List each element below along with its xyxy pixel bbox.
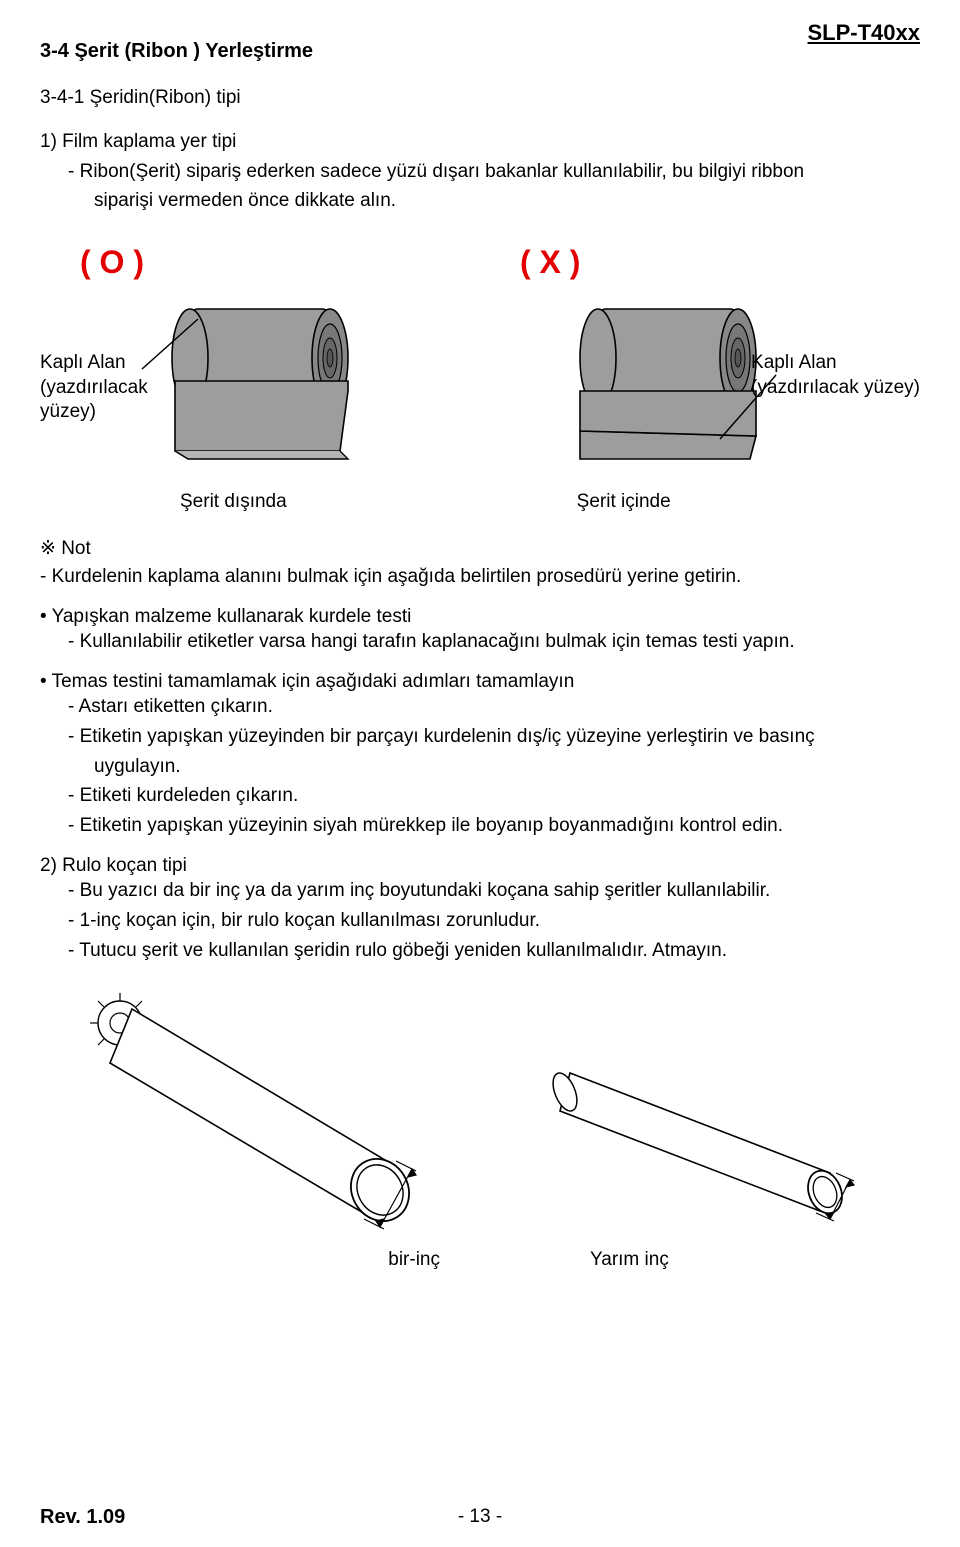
cores-row: bir-inç Yarım inç [80, 993, 920, 1271]
section-subtitle: 3-4-1 Şeridin(Ribon) tipi [40, 87, 920, 109]
note-p2-l2: - Astarı etiketten çıkarın. [40, 694, 920, 720]
core-one-inch-label: bir-inç [388, 1249, 440, 1271]
diagram-o: ( O ) Kaplı Alan (yazdırılacak yüzey) [80, 244, 400, 481]
footer: Rev. 1.09 - 13 - [40, 1506, 920, 1529]
left-coated-l1: Kaplı Alan [40, 352, 126, 373]
right-coated-l1: Kaplı Alan [751, 352, 837, 373]
left-coated-label: Kaplı Alan (yazdırılacak yüzey) [40, 351, 148, 425]
section-title: 3-4 Şerit (Ribon ) Yerleştirme [40, 40, 920, 63]
diagram-x: ( X ) Kaplı A [520, 244, 840, 481]
footer-page: - 13 - [458, 1506, 502, 1528]
core-one-inch-svg [80, 993, 440, 1243]
item1-line3: siparişi vermeden önce dikkate alın. [40, 188, 920, 214]
o-label: ( O ) [80, 244, 400, 281]
item2-head: 2) Rulo koçan tipi [40, 853, 920, 879]
caption-left: Şerit dışında [180, 491, 287, 513]
core-one-inch: bir-inç [80, 993, 440, 1271]
diagram-row: ( O ) Kaplı Alan (yazdırılacak yüzey) [80, 244, 920, 481]
core-half-inch-label: Yarım inç [590, 1249, 669, 1271]
x-label: ( X ) [520, 244, 840, 281]
header-model: SLP-T40xx [808, 20, 921, 46]
note-p2-l1: • Temas testini tamamlamak için aşağıdak… [40, 669, 920, 695]
item2-l3: - Tutucu şerit ve kullanılan şeridin rul… [40, 938, 920, 964]
item2-l2: - 1-inç koçan için, bir rulo koçan kulla… [40, 908, 920, 934]
item1-line2: - Ribon(Şerit) sipariş ederken sadece yü… [40, 159, 920, 185]
item2-l1: - Bu yazıcı da bir inç ya da yarım inç b… [40, 878, 920, 904]
left-coated-l3: yüzey) [40, 401, 96, 422]
caption-right: Şerit içinde [577, 491, 671, 513]
left-coated-l2: (yazdırılacak [40, 377, 148, 398]
caption-row: Şerit dışında Şerit içinde [180, 491, 920, 513]
right-coated-label: Kaplı Alan (yazdırılacak yüzey) [751, 351, 920, 400]
note-p1-l2: - Kullanılabilir etiketler varsa hangi t… [40, 629, 920, 655]
note-p2-l3b: uygulayın. [40, 754, 920, 780]
note-p1-l1: • Yapışkan malzeme kullanarak kurdele te… [40, 604, 920, 630]
note-p2-l5: - Etiketin yapışkan yüzeyinin siyah müre… [40, 813, 920, 839]
item1-line1: 1) Film kaplama yer tipi [40, 129, 920, 155]
footer-rev: Rev. 1.09 [40, 1506, 125, 1529]
note-p2-l3a: - Etiketin yapışkan yüzeyinden bir parça… [40, 724, 920, 750]
core-half-inch: Yarım inç [530, 1043, 890, 1271]
right-coated-l2: (yazdırılacak yüzey) [751, 377, 920, 398]
note-p2-l4: - Etiketi kurdeleden çıkarın. [40, 783, 920, 809]
note-n1: - Kurdelenin kaplama alanını bulmak için… [40, 564, 920, 590]
core-half-inch-svg [530, 1043, 890, 1243]
note-head: ※ Not [40, 537, 920, 560]
